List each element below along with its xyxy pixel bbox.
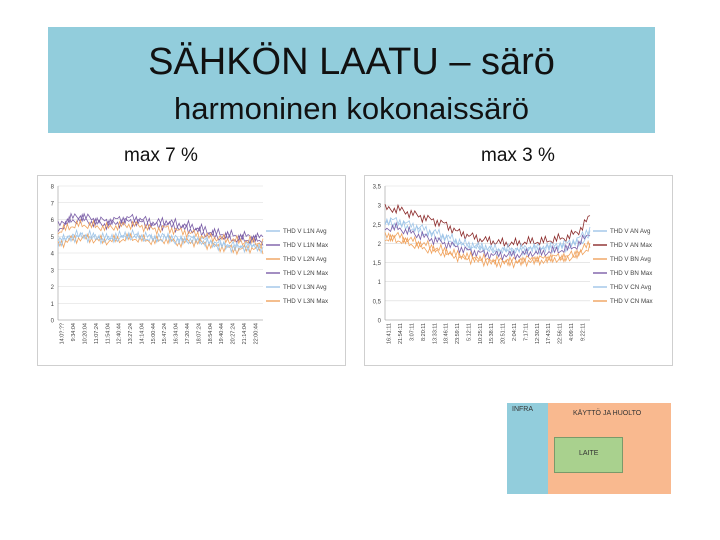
infra-box: INFRA <box>507 403 548 494</box>
right-chart-xtick-label: 7:17:11 <box>523 323 529 341</box>
left-chart-legend-label: THD V L3N Max <box>283 298 329 305</box>
right-chart-legend-label: THD V BN Max <box>610 270 653 277</box>
left-chart-legend-label: THD V L2N Avg <box>283 256 327 263</box>
infra-label: INFRA <box>512 406 533 413</box>
right-chart-legend-label: THD V CN Max <box>610 298 654 305</box>
right-chart-xtick-label: 23:59:11 <box>455 323 461 344</box>
left-chart-legend-label: THD V L1N Avg <box>283 228 327 235</box>
left-chart-series-line <box>57 230 264 254</box>
right-chart-xtick-label: 8:20:11 <box>421 323 427 341</box>
right-chart-legend-label: THD V BN Avg <box>610 256 651 263</box>
title-banner: SÄHKÖN LAATU – särö harmoninen kokonaiss… <box>48 27 655 133</box>
right-chart-series-line <box>384 221 591 262</box>
right-chart-xtick-label: 12:30:11 <box>535 323 541 344</box>
left-chart-legend-label: THD V L1N Max <box>283 242 329 249</box>
left-chart-series-line <box>57 232 264 256</box>
right-chart-xtick-label: 17:43:11 <box>546 323 552 344</box>
left-chart-xtick-label: 9:34:04 <box>71 323 77 341</box>
left-chart-ytick-label: 4 <box>51 252 55 258</box>
left-chart-legend-label: THD V L2N Max <box>283 270 329 277</box>
right-chart-ytick-label: 3 <box>378 204 382 210</box>
right-chart-ytick-label: 0 <box>378 319 382 325</box>
left-chart-series-line <box>57 218 264 247</box>
right-chart-xtick-label: 13:33:11 <box>432 323 438 344</box>
right-chart-xtick-label: 4:09:11 <box>569 323 575 341</box>
left-chart-xtick-label: 22:00:44 <box>253 323 259 344</box>
right-chart-ytick-label: 1,5 <box>373 261 382 267</box>
left-chart-xtick-label: 11:07:24 <box>94 323 100 344</box>
right-chart-legend-label: THD V AN Avg <box>610 228 651 235</box>
right-chart-xtick-label: 5:12:11 <box>466 323 472 341</box>
right-chart-xtick-label: 9:22:11 <box>580 323 586 341</box>
right-chart-xtick-label: 18:46:11 <box>444 323 450 344</box>
right-chart-label: max 3 % <box>481 145 555 166</box>
kaytto-label: KÄYTTÖ JA HUOLTO <box>573 410 642 417</box>
right-chart-xtick-label: 3:07:11 <box>409 323 415 341</box>
left-chart-xtick-label: 19:40:44 <box>219 323 225 344</box>
right-chart-ytick-label: 1 <box>378 280 382 286</box>
right-chart-series-line <box>384 233 591 270</box>
slide-title: SÄHKÖN LAATU – särö <box>148 41 555 83</box>
laite-label: LAITE <box>579 450 599 457</box>
right-chart-series-line <box>384 231 591 267</box>
left-chart-xtick-label: 20:27:24 <box>231 323 237 344</box>
left-chart-xtick-label: 12:40:44 <box>117 323 123 344</box>
left-chart-series-line <box>57 213 264 246</box>
left-chart-xtick-label: 15:47:24 <box>162 323 168 344</box>
left-chart-ytick-label: 8 <box>51 185 55 191</box>
left-chart-xtick-label: 11:54:04 <box>105 323 111 344</box>
right-chart-ytick-label: 2 <box>378 242 382 248</box>
right-chart-series-line <box>384 218 591 258</box>
left-chart-label: max 7 % <box>124 145 198 166</box>
left-chart-xtick-label: 17:20:44 <box>185 323 191 344</box>
laite-box: LAITE <box>554 437 623 473</box>
thd-chart-right-svg: 0 0,5 1 1,5 2 2,5 3 3,5 16:41:11 21:54:11 3:07:11 8… <box>373 185 654 345</box>
right-chart-series-line <box>384 216 591 254</box>
right-chart-xtick-label: 20:51:11 <box>501 323 507 344</box>
left-chart-xtick-label: 10:20:04 <box>82 323 88 344</box>
left-chart-xtick-label: 18:07:24 <box>196 323 202 344</box>
left-chart-ytick-label: 7 <box>51 201 55 207</box>
right-chart-series-line <box>384 203 591 248</box>
left-chart-xtick-label: 16:34:04 <box>174 323 180 344</box>
thd-chart-left-svg: 0 1 2 3 4 5 6 7 8 14:0?:?? 9:34:04 10:20:04 11:07:24… <box>51 185 329 345</box>
right-chart-xtick-label: 16:41:11 <box>387 323 393 344</box>
left-chart-legend-label: THD V L3N Avg <box>283 284 327 291</box>
right-chart-legend-label: THD V CN Avg <box>610 284 652 291</box>
left-chart-xtick-label: 21:14:04 <box>242 323 248 344</box>
right-chart-ytick-label: 2,5 <box>373 223 382 229</box>
right-chart-ytick-label: 0,5 <box>373 299 382 305</box>
left-chart-ytick-label: 1 <box>51 302 55 308</box>
left-chart-xtick-label: 14:14:04 <box>139 323 145 344</box>
right-chart-xtick-label: 10:25:11 <box>478 323 484 344</box>
left-chart-ytick-label: 0 <box>51 319 55 325</box>
left-chart-ytick-label: 5 <box>51 235 55 241</box>
thd-chart-right: 0 0,5 1 1,5 2 2,5 3 3,5 16:41:11 21:54:11 3:07:11 8… <box>364 175 673 366</box>
right-chart-xtick-label: 21:54:11 <box>398 323 404 344</box>
right-chart-legend-label: THD V AN Max <box>610 242 653 249</box>
responsibility-diagram: INFRA KÄYTTÖ JA HUOLTO LAITE <box>507 403 671 494</box>
left-chart-xtick-label: 18:54:04 <box>208 323 214 344</box>
right-chart-xtick-label: 15:38:11 <box>489 323 495 344</box>
left-chart-xtick-label: 13:27:24 <box>128 323 134 344</box>
right-chart-xtick-label: 22:56:11 <box>558 323 564 344</box>
left-chart-ytick-label: 2 <box>51 285 55 291</box>
right-chart-xtick-label: 2:04:11 <box>512 323 518 341</box>
right-chart-ytick-label: 3,5 <box>373 185 382 191</box>
slide-subtitle: harmoninen kokonaissärö <box>174 91 529 126</box>
left-chart-ytick-label: 6 <box>51 218 55 224</box>
left-chart-xtick-label: 14:0?:?? <box>60 323 66 344</box>
thd-chart-left: 0 1 2 3 4 5 6 7 8 14:0?:?? 9:34:04 10:20:04 11:07:24… <box>37 175 346 366</box>
left-chart-ytick-label: 3 <box>51 268 55 274</box>
left-chart-xtick-label: 15:00:44 <box>151 323 157 344</box>
